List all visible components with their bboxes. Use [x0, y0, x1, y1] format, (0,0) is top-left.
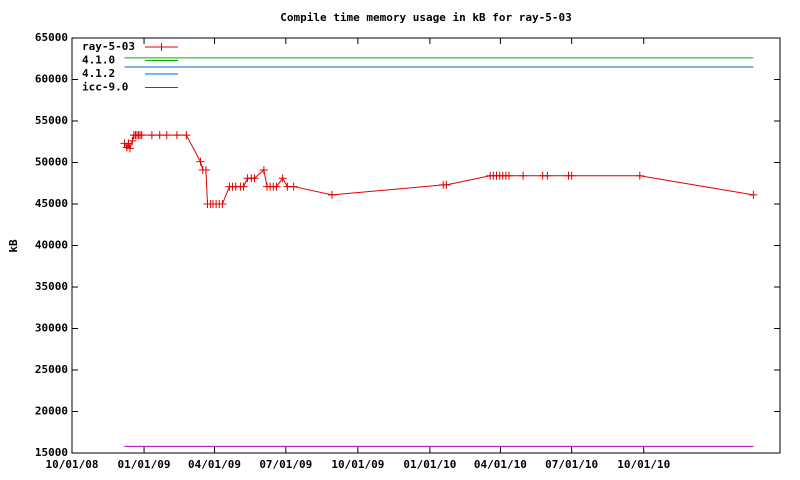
legend-label: 4.1.2 — [82, 67, 115, 80]
legend-label: ray-5-03 — [82, 40, 135, 53]
legend-label: 4.1.0 — [82, 54, 115, 67]
x-tick-label: 01/01/10 — [403, 458, 456, 471]
point-marker — [137, 131, 146, 140]
x-tick-label: 07/01/10 — [545, 458, 598, 471]
y-tick-label: 25000 — [35, 363, 68, 376]
point-marker — [289, 182, 298, 191]
point-marker — [543, 171, 552, 180]
y-axis-label: kB — [7, 239, 20, 253]
point-marker — [196, 157, 205, 166]
point-marker — [635, 171, 644, 180]
y-tick-label: 20000 — [35, 405, 68, 418]
point-marker — [505, 171, 514, 180]
x-tick-label: 10/01/09 — [331, 458, 384, 471]
x-tick-label: 10/01/10 — [617, 458, 670, 471]
legend-label: icc-9.0 — [82, 81, 128, 94]
point-marker — [519, 171, 528, 180]
y-tick-label: 60000 — [35, 73, 68, 86]
y-tick-label: 65000 — [35, 31, 68, 44]
y-tick-label: 40000 — [35, 239, 68, 252]
x-tick-label: 07/01/09 — [259, 458, 312, 471]
point-marker — [328, 190, 337, 199]
y-tick-label: 50000 — [35, 156, 68, 169]
legend-marker — [157, 43, 166, 51]
y-tick-label: 15000 — [35, 446, 68, 459]
point-marker — [201, 165, 210, 174]
chart-title: Compile time memory usage in kB for ray-… — [280, 11, 571, 24]
x-tick-label: 04/01/10 — [474, 458, 527, 471]
point-marker — [182, 131, 191, 140]
plot-border — [71, 37, 781, 454]
point-marker — [128, 136, 137, 145]
point-marker — [147, 131, 156, 140]
x-tick-label: 04/01/09 — [188, 458, 241, 471]
point-marker — [162, 131, 171, 140]
point-marker — [155, 131, 164, 140]
point-marker — [259, 165, 268, 174]
y-tick-label: 30000 — [35, 322, 68, 335]
point-marker — [250, 174, 259, 183]
x-tick-label: 01/01/09 — [118, 458, 171, 471]
y-tick-label: 55000 — [35, 114, 68, 127]
point-marker — [272, 182, 281, 191]
point-marker — [125, 144, 134, 153]
series-line — [124, 134, 754, 205]
y-tick-label: 35000 — [35, 280, 68, 293]
point-marker — [218, 200, 227, 208]
x-tick-label: 10/01/08 — [46, 458, 99, 471]
point-marker — [278, 174, 287, 183]
point-marker — [749, 190, 758, 199]
point-marker — [172, 131, 181, 140]
point-marker — [239, 182, 248, 191]
y-tick-label: 45000 — [35, 197, 68, 210]
point-marker — [442, 180, 451, 189]
point-marker — [567, 171, 576, 180]
